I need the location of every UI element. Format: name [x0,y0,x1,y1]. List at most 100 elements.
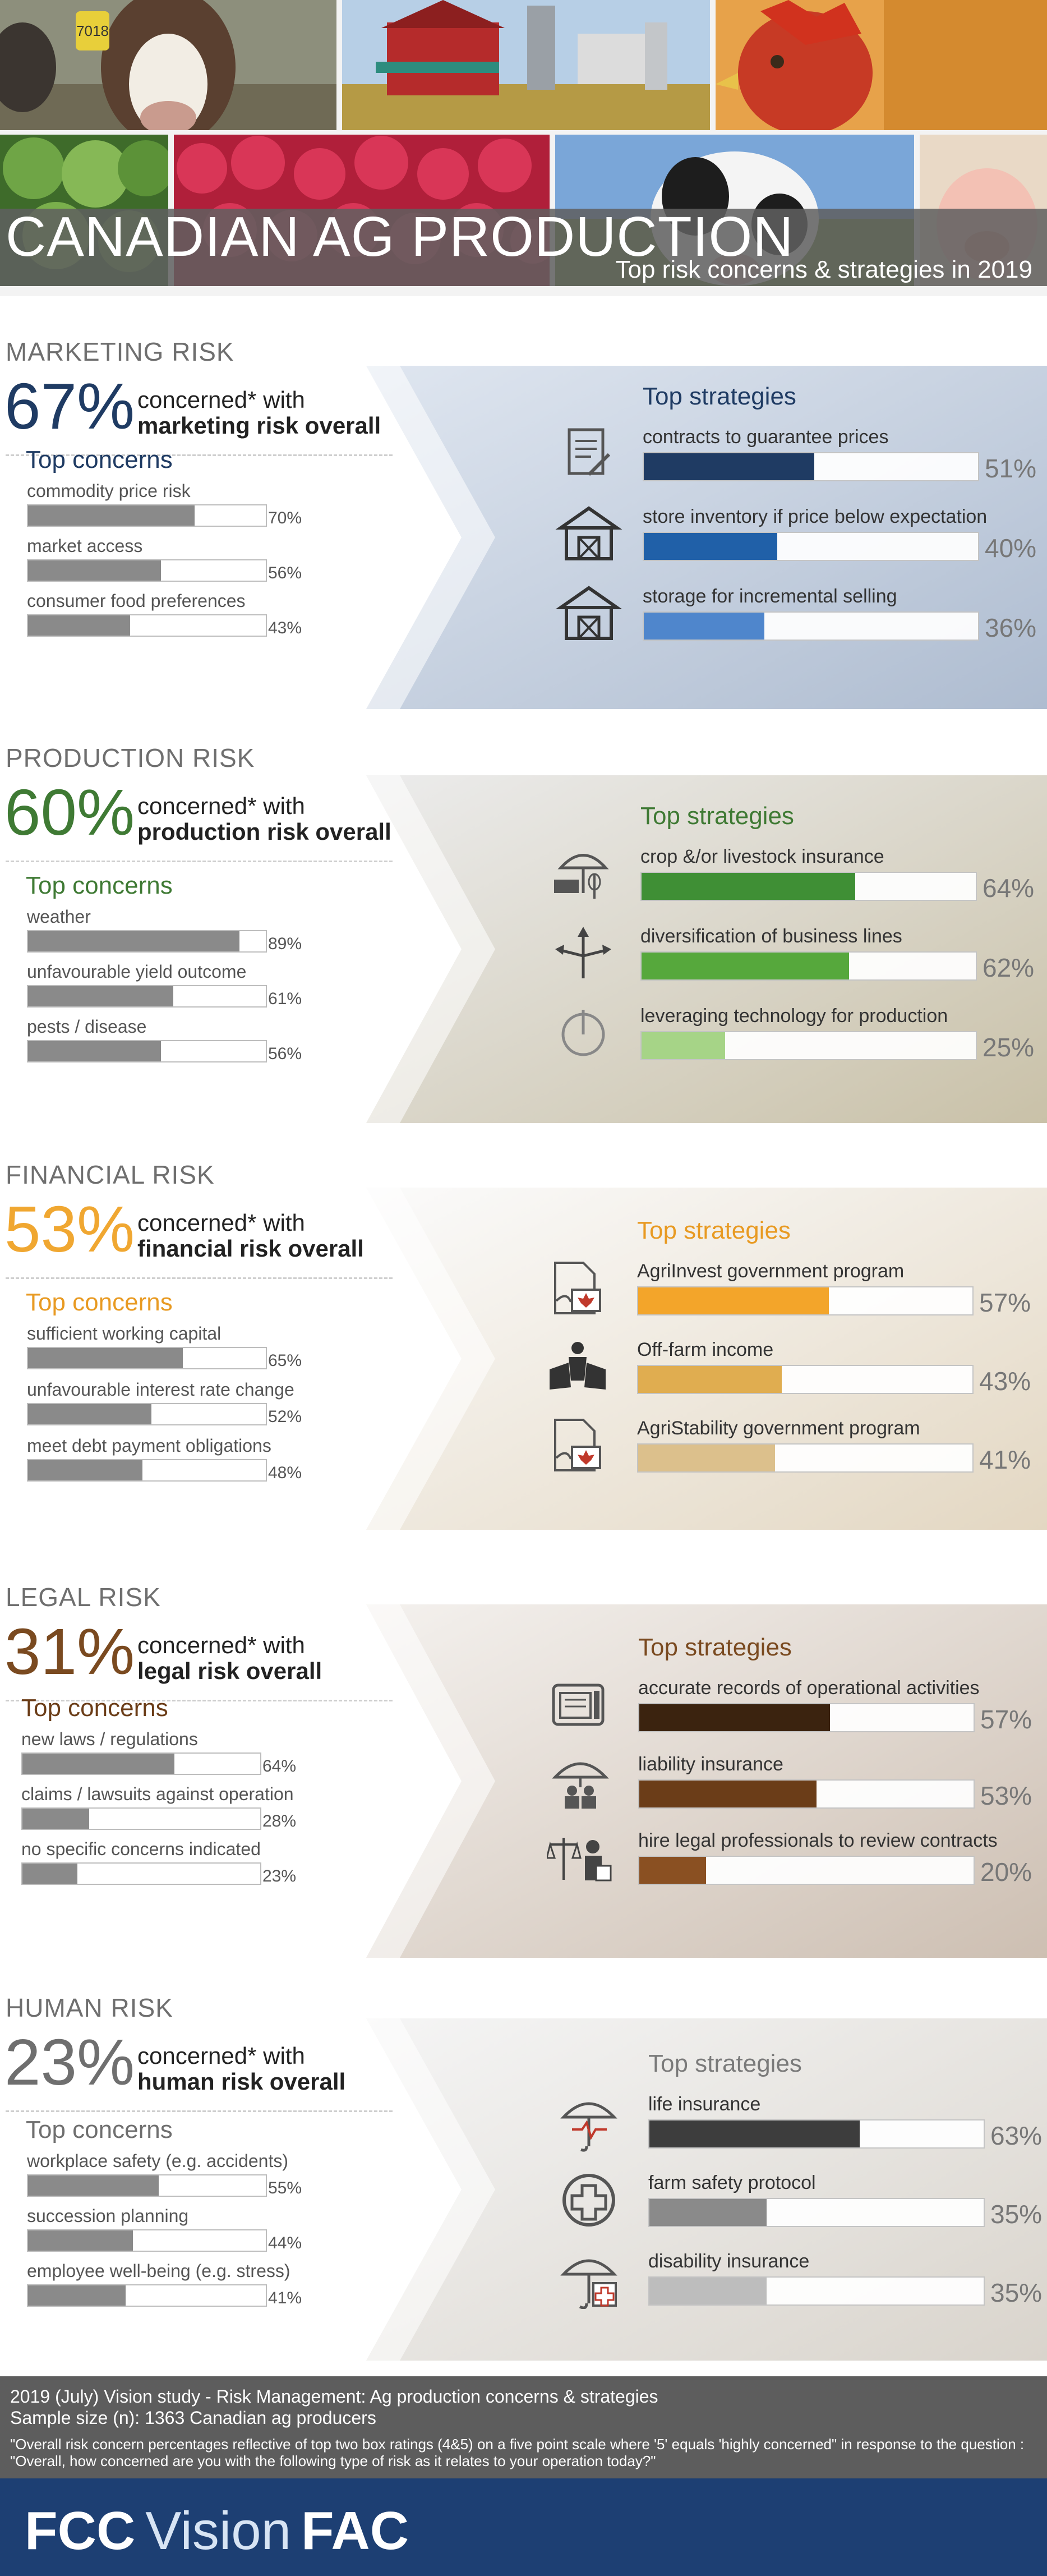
concern-bar-fill [28,2230,133,2251]
top-concerns-title: Top concerns [26,872,173,899]
strategy-item-label: disability insurance [648,2251,810,2272]
concern-item-label: unfavourable yield outcome [27,962,247,982]
concern-item-label: succession planning [27,2206,189,2226]
barn-icon [555,503,622,564]
concern-bar-value: 41% [268,2289,302,2307]
section-heading: PRODUCTION RISK [6,743,255,772]
section-heading: FINANCIAL RISK [6,1160,215,1189]
concern-bar-value: 43% [268,619,302,637]
top-concern-item: no specific concerns indicated 23% [21,1838,369,1885]
marketing-risk-section: MARKETING RISK 67% concerned* with marketin… [0,337,1047,712]
strategy-bar-track [648,2198,985,2227]
section-heading: MARKETING RISK [6,337,234,366]
concern-label: concerned* with [137,387,305,413]
concern-bar-value: 28% [262,1812,297,1830]
concern-bar-value: 65% [268,1351,302,1370]
top-concern-item: consumer food preferences 43% [27,590,375,637]
legal-scales-icon [546,1827,614,1888]
top-strategy-item: leveraging technology for production 25% [640,1005,1047,1062]
government-program-icon [544,1414,611,1476]
government-program-icon [544,1257,611,1319]
concern-item-label: workplace safety (e.g. accidents) [27,2151,288,2171]
strategy-bar-fill [649,2278,767,2304]
concern-label: concerned* with [137,1209,305,1236]
concern-bar-fill [28,1460,142,1480]
strategy-bar-track [640,1031,977,1060]
concern-bar-fill [22,1809,89,1829]
concern-risk-type: marketing risk overall [137,412,381,439]
footnote: "Overall risk concern percentages reflec… [10,2436,1025,2469]
divider [6,454,393,456]
cow-ear-tag: 7018 [76,22,109,39]
concern-item-label: meet debt payment obligations [27,1436,271,1456]
records-icon [547,1674,614,1736]
strategy-bar-value: 40% [985,533,1037,563]
concern-bar-track [21,1862,261,1885]
concern-bar-value: 64% [262,1757,297,1775]
top-concern-item: meet debt payment obligations 48% [27,1434,375,1482]
strategy-bar-value: 43% [979,1367,1031,1396]
strategy-bar-value: 57% [980,1705,1032,1734]
concern-bar-track [27,2174,267,2197]
top-strategy-item: store inventory if price below expectati… [643,506,1047,563]
barn-icon [555,582,622,644]
top-strategy-item: disability insurance 35% [648,2251,1047,2307]
concern-bar-value: 61% [268,990,302,1008]
strategy-bar-track [643,452,979,481]
study-info-footer: 2019 (July) Vision study - Risk Manageme… [0,2376,1047,2478]
rooster-photo [716,0,1047,130]
strategy-bar-fill [639,1857,707,1884]
concern-risk-type: financial risk overall [137,1235,364,1262]
strategy-bar-fill [649,2120,860,2147]
concern-bar-fill [28,1404,152,1424]
strategy-bar-value: 62% [983,953,1035,982]
strategy-bar-track [637,1365,974,1394]
concern-bar-value: 52% [268,1407,302,1426]
contract-icon [555,423,622,485]
strategy-item-label: farm safety protocol [648,2172,816,2193]
concern-item-label: consumer food preferences [27,591,246,611]
concern-bar-value: 23% [262,1867,297,1885]
top-strategies-title: Top strategies [640,802,794,830]
strategy-bar-fill [642,1032,725,1059]
concern-item-label: unfavourable interest rate change [27,1379,294,1400]
overall-concern-text: concerned* with financial risk overall [137,1210,364,1262]
study-title: 2019 (July) Vision study - Risk Manageme… [10,2386,658,2407]
strategy-bar-fill [644,613,764,640]
top-concern-item: new laws / regulations 64% [21,1728,369,1775]
concern-bar-fill [22,1754,175,1774]
strategy-item-label: diversification of business lines [640,926,902,947]
top-strategy-item: life insurance 63% [648,2094,1047,2150]
strategy-item-label: life insurance [648,2094,761,2115]
top-strategy-item: storage for incremental selling 36% [643,586,1047,642]
top-strategy-item: liability insurance 53% [638,1754,1047,1810]
concern-risk-type: human risk overall [137,2068,346,2095]
strategy-bar-value: 63% [990,2121,1043,2150]
concern-bar-fill [22,1864,77,1884]
concern-bar-track [27,1459,267,1482]
concern-bar-fill [28,986,173,1006]
strategy-bar-track [648,2276,985,2306]
strategy-bar-value: 57% [979,1288,1031,1317]
strategy-bar-track [643,611,979,641]
concern-risk-type: legal risk overall [137,1658,322,1684]
strategy-bar-fill [642,953,849,979]
financial-risk-section: FINANCIAL RISK 53% concerned* with financia… [0,1160,1047,1558]
concern-label: concerned* with [137,2043,305,2069]
concern-bar-track [27,2229,267,2252]
top-strategy-item: AgriInvest government program 57% [637,1261,1047,1317]
power-icon [550,1002,617,1064]
concern-bar-fill [28,560,162,581]
concern-risk-type: production risk overall [137,818,391,845]
divider [6,2110,393,2112]
concern-bar-track [27,1040,267,1062]
concern-bar-track [27,504,267,527]
strategy-bar-track [638,1856,975,1885]
concern-bar-value: 89% [268,935,302,953]
top-concerns-title: Top concerns [26,1289,173,1316]
strategy-bar-fill [644,533,778,560]
strategy-item-label: storage for incremental selling [643,586,897,607]
concern-item-label: new laws / regulations [21,1729,198,1749]
medical-cross-icon [555,2169,622,2230]
concern-bar-fill [28,1348,183,1368]
